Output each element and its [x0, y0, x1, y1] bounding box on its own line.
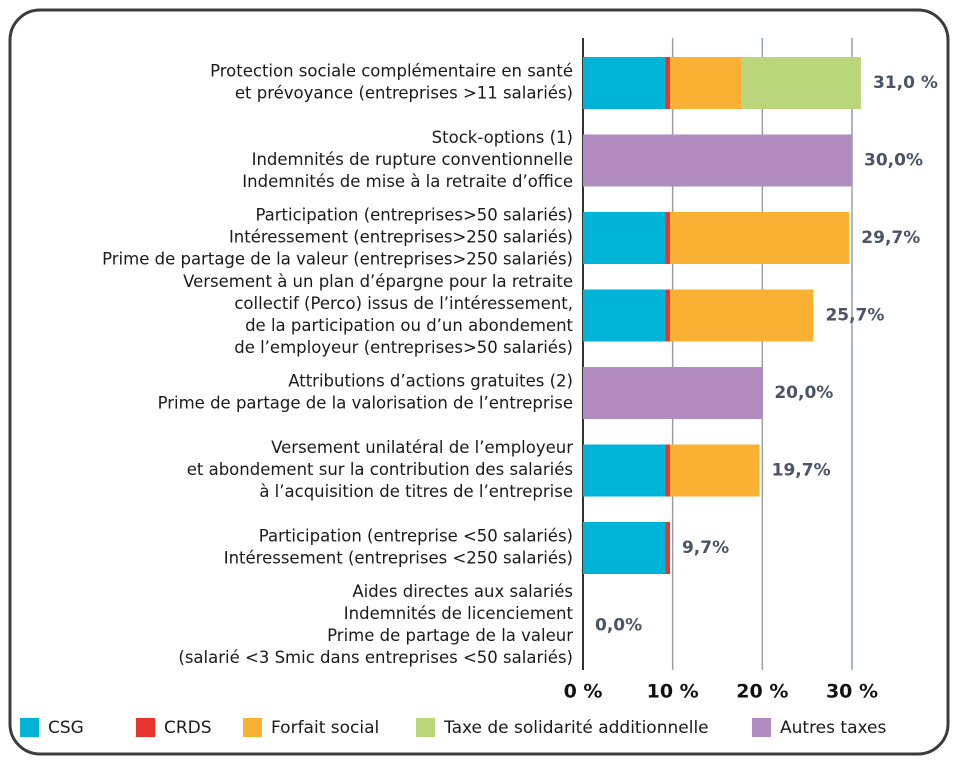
- x-tick-label: 10 %: [647, 681, 699, 703]
- category-label: à l’acquisition de titres de l’entrepris…: [259, 482, 573, 501]
- bar-segment: [583, 444, 666, 497]
- category-label: Intéressement (entreprises <250 salariés…: [224, 549, 573, 568]
- bar-segment: [665, 522, 670, 574]
- category-label: collectif (Perco) issus de l’intéresseme…: [234, 294, 573, 313]
- category-label: Indemnités de licenciement: [344, 604, 574, 623]
- x-tick-label: 30 %: [826, 681, 878, 703]
- legend-label: Forfait social: [271, 718, 379, 738]
- bar-segment: [583, 134, 852, 187]
- category-label: (salarié <3 Smic dans entreprises <50 sa…: [178, 648, 573, 667]
- total-label: 9,7%: [682, 538, 729, 558]
- category-label: Attributions d’actions gratuites (2): [288, 372, 573, 391]
- x-tick-label: 0 %: [564, 681, 603, 703]
- total-label: 19,7%: [772, 461, 831, 481]
- category-label: de la participation ou d’un abondement: [245, 316, 573, 335]
- category-label: Prime de partage de la valeur (entrepris…: [102, 250, 573, 269]
- bar-segment: [741, 57, 861, 109]
- legend-swatch: [20, 718, 39, 737]
- category-label: de l’employeur (entreprises>50 salariés): [234, 338, 573, 357]
- total-label: 30,0%: [864, 151, 923, 171]
- category-label: Versement à un plan d’épargne pour la re…: [183, 272, 573, 291]
- bar-segment: [583, 212, 666, 264]
- legend-label: Autres taxes: [780, 718, 886, 738]
- bar-segment: [665, 289, 670, 342]
- total-label: 20,0%: [774, 383, 833, 403]
- category-label: Protection sociale complémentaire en san…: [210, 62, 573, 81]
- legend-swatch: [752, 718, 771, 737]
- bar-segment: [669, 212, 850, 264]
- category-label: Participation (entreprises>50 salariés): [255, 206, 573, 225]
- legend-swatch: [243, 718, 262, 737]
- bar-segment: [583, 289, 666, 342]
- total-label: 0,0%: [595, 616, 642, 636]
- legend-label: CRDS: [164, 718, 212, 738]
- total-label: 29,7%: [861, 228, 920, 248]
- bar-segment: [583, 57, 666, 109]
- legend-label: CSG: [48, 718, 84, 738]
- x-tick-label: 20 %: [736, 681, 788, 703]
- category-label: Aides directes aux salariés: [352, 582, 573, 601]
- bar-segment: [583, 522, 666, 574]
- legend-swatch: [136, 718, 155, 737]
- total-label: 31,0 %: [873, 73, 938, 93]
- category-label: et prévoyance (entreprises >11 salariés): [235, 84, 573, 103]
- category-label: Indemnités de rupture conventionnelle: [252, 150, 573, 169]
- legend-label: Taxe de solidarité additionnelle: [443, 718, 709, 738]
- category-label: Prime de partage de la valorisation de l…: [158, 394, 573, 413]
- category-label: Prime de partage de la valeur: [327, 626, 573, 645]
- bar-segment: [583, 367, 763, 419]
- total-label: 25,7%: [825, 306, 884, 326]
- legend-swatch: [416, 718, 435, 737]
- category-label: Indemnités de mise à la retraite d’offic…: [242, 172, 573, 191]
- category-label: Stock-options (1): [432, 128, 573, 147]
- category-label: Participation (entreprise <50 salariés): [259, 527, 573, 546]
- bar-segment: [669, 57, 742, 109]
- bar-segment: [669, 444, 760, 497]
- bar-segment: [665, 444, 670, 497]
- category-label: Versement unilatéral de l’employeur: [271, 438, 573, 457]
- category-label: et abondement sur la contribution des sa…: [187, 460, 573, 479]
- frame: [8, 8, 950, 756]
- bar-segment: [665, 57, 670, 109]
- category-label: Intéressement (entreprises>250 salariés): [229, 228, 573, 247]
- bar-segment: [669, 289, 814, 342]
- bar-segment: [665, 212, 670, 264]
